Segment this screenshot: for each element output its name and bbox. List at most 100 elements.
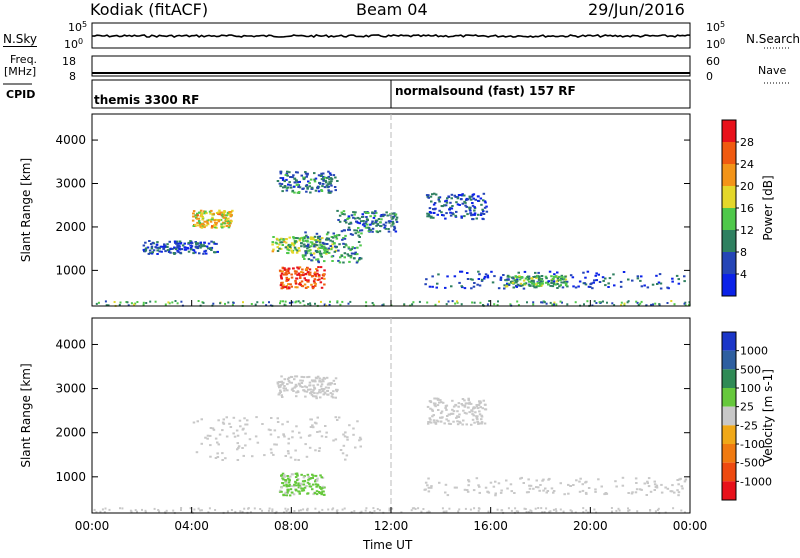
velocity-cell	[248, 438, 252, 441]
power-cell	[300, 285, 304, 287]
velocity-cell	[603, 493, 606, 496]
power-cell	[159, 245, 163, 248]
velocity-cell	[242, 427, 245, 430]
velocity-cell	[614, 480, 617, 483]
power-cell	[284, 241, 288, 244]
power-cell	[284, 174, 288, 176]
power-ground-cell	[149, 300, 152, 303]
power-cell	[294, 270, 297, 273]
power-cell	[348, 260, 351, 263]
velocity-cell	[468, 411, 471, 414]
power-cell	[340, 230, 344, 233]
power-cell	[298, 180, 301, 183]
power-cell	[364, 211, 367, 214]
velocity-cell	[319, 391, 322, 394]
velocity-cell	[332, 390, 335, 393]
power-cell	[293, 242, 296, 245]
velocity-cell	[457, 405, 460, 408]
power-cell	[394, 230, 398, 233]
power-cell	[202, 210, 206, 213]
velocity-cell	[627, 492, 630, 494]
power-cell	[485, 210, 489, 213]
velocity-cell	[429, 407, 432, 410]
power-cell	[604, 277, 607, 280]
power-cell	[221, 226, 224, 229]
power-ground-cell	[299, 301, 302, 304]
velocity-cell	[304, 395, 307, 398]
velocity-cell	[634, 477, 638, 480]
power-cell	[437, 273, 440, 276]
power-cell	[307, 180, 310, 183]
velocity-cell	[337, 416, 341, 419]
power-cell	[280, 287, 283, 290]
power-cell	[192, 215, 195, 218]
power-cell	[285, 279, 288, 282]
velocity-ground-cell	[473, 507, 476, 510]
velocity-cell	[653, 489, 656, 491]
power-cell	[523, 270, 527, 273]
velocity-cell	[301, 386, 304, 388]
power-cell	[473, 206, 476, 209]
nsky-tick-bottom: 100	[64, 37, 83, 51]
power-cell	[218, 213, 221, 216]
power-cell	[223, 222, 226, 225]
velocity-cell	[604, 492, 607, 494]
power-cell	[469, 209, 472, 212]
velocity-cell	[446, 494, 450, 497]
velocity-cell	[436, 398, 440, 401]
velocity-cell	[466, 406, 470, 409]
velocity-ground-cell	[540, 507, 543, 510]
velocity-cell	[310, 477, 313, 480]
velocity-cell	[327, 382, 331, 385]
power-cell	[477, 270, 480, 273]
velocity-cell	[483, 422, 487, 425]
power-ground-cell	[454, 302, 457, 305]
velocity-cell	[449, 423, 452, 425]
power-cell	[473, 213, 476, 216]
velocity-cell	[444, 405, 448, 408]
velocity-cell	[478, 422, 481, 425]
velocity-cell	[462, 419, 465, 422]
velocity-cell	[301, 489, 304, 492]
velocity-ground-cell	[442, 510, 445, 513]
power-cell	[325, 243, 329, 245]
velocity-cell	[550, 487, 554, 490]
power-cell	[309, 241, 313, 244]
power-cell	[172, 252, 176, 254]
power-cell	[333, 242, 336, 245]
power-cell	[578, 280, 582, 283]
power-cell	[355, 220, 358, 223]
velocity-colorbar-segment	[722, 369, 736, 388]
velocity-cell	[316, 483, 319, 486]
velocity-cell	[225, 435, 229, 438]
power-cell	[538, 277, 541, 280]
power-cell	[187, 247, 190, 250]
power-ground-cell	[231, 304, 234, 307]
power-cell	[314, 284, 317, 287]
velocity-cell	[323, 391, 327, 394]
power-cell	[209, 220, 213, 223]
power-cell	[319, 281, 323, 284]
velocity-ground-cell	[108, 508, 111, 511]
velocity-ground-cell	[582, 507, 585, 510]
power-cell	[175, 240, 179, 243]
power-cell	[532, 279, 535, 282]
power-cell	[392, 228, 396, 231]
velocity-cell	[441, 401, 445, 404]
power-cell	[354, 211, 357, 214]
velocity-cell	[279, 385, 282, 388]
power-cell	[305, 268, 308, 271]
velocity-cell	[305, 455, 309, 458]
x-tick-label: 16:00	[473, 519, 508, 533]
velocity-colorbar-segment	[722, 350, 736, 370]
velocity-cell	[476, 421, 480, 423]
velocity-ground-cell	[569, 509, 572, 512]
power-cell	[375, 211, 378, 214]
velocity-cell	[630, 492, 634, 495]
power-cell	[571, 276, 575, 279]
power-cell	[190, 245, 194, 248]
velocity-cell	[294, 488, 298, 491]
velocity-cell	[304, 443, 307, 446]
velocity-cell	[293, 386, 296, 389]
power-cell	[367, 226, 371, 229]
